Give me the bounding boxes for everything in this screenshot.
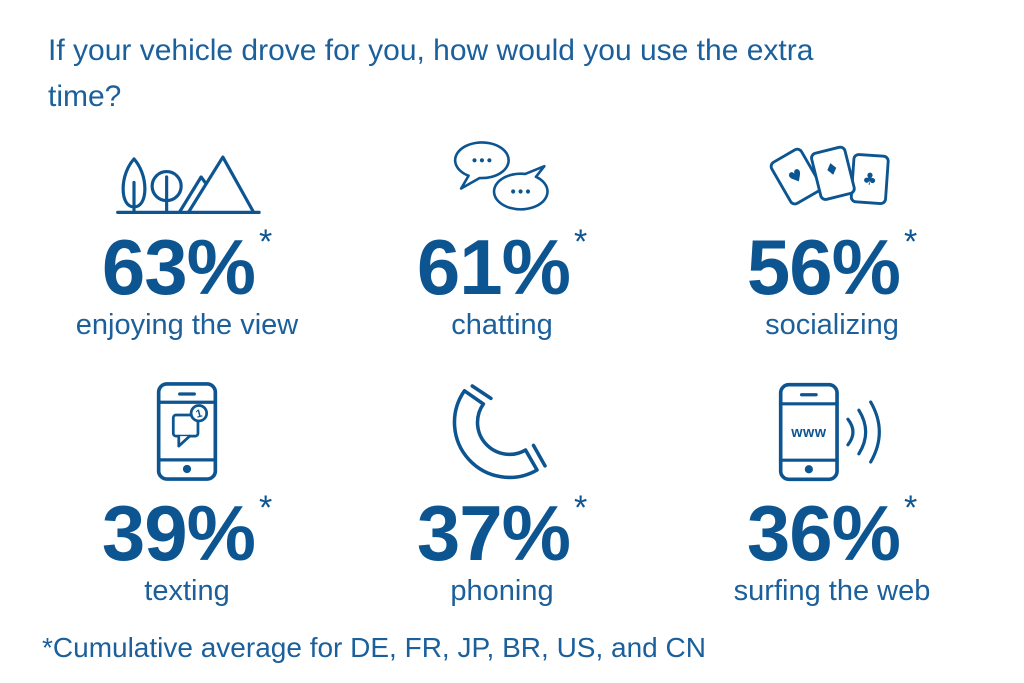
asterisk: *: [573, 223, 588, 261]
stat-card-chatting: 61% * chatting: [342, 132, 662, 342]
stat-card-surfing-the-web: www 36% * surfing the web: [662, 368, 1002, 608]
signal-wave-middle: [856, 408, 867, 456]
phone-www-waves-icon: www: [778, 382, 881, 482]
playing-cards-icon: ♥ ♣ ♦: [769, 145, 890, 206]
stat-card-phoning: 37% * phoning: [342, 368, 662, 608]
phone-handset-icon: [452, 384, 547, 480]
stats-grid: 63% * enjoying the view 61% * chatting: [0, 132, 1024, 608]
stat-label: chatting: [451, 309, 553, 341]
club-suit-icon: ♣: [861, 169, 877, 189]
www-screen-text: www: [790, 425, 827, 441]
diamond-suit-icon: ♦: [822, 158, 841, 180]
percent-value: 36% *: [746, 489, 918, 577]
stat-label: phoning: [450, 575, 554, 607]
asterisk: *: [258, 223, 273, 261]
percent-value: 61% *: [416, 223, 588, 311]
signal-wave-outer: [868, 400, 881, 464]
stat-label: socializing: [765, 309, 899, 341]
stat-card-enjoying-the-view: 63% * enjoying the view: [32, 132, 342, 342]
stat-card-socializing: ♥ ♣ ♦ 56% * socializing: [662, 132, 1002, 342]
signal-wave-inner: [845, 417, 855, 447]
stat-label: texting: [144, 575, 230, 607]
asterisk: *: [903, 223, 918, 261]
notification-badge: 1: [195, 408, 204, 421]
percent-value: 37% *: [416, 489, 588, 577]
stat-label: surfing the web: [733, 575, 931, 607]
chat-bubbles-icon: [453, 141, 549, 211]
percent-value: 39% *: [101, 489, 273, 577]
footnote: *Cumulative average for DE, FR, JP, BR, …: [42, 632, 706, 663]
percent-value: 56% *: [746, 223, 918, 311]
asterisk: *: [573, 489, 588, 527]
landscape-trees-mountains-icon: [115, 155, 261, 214]
asterisk: *: [258, 489, 273, 527]
stat-card-texting: 1 39% * texting: [32, 368, 342, 608]
stat-label: enjoying the view: [75, 309, 299, 341]
page-title: If your vehicle drove for you, how would…: [48, 34, 814, 113]
asterisk: *: [903, 489, 918, 527]
phone-message-icon: 1: [156, 382, 218, 481]
percent-value: 63% *: [101, 223, 273, 311]
